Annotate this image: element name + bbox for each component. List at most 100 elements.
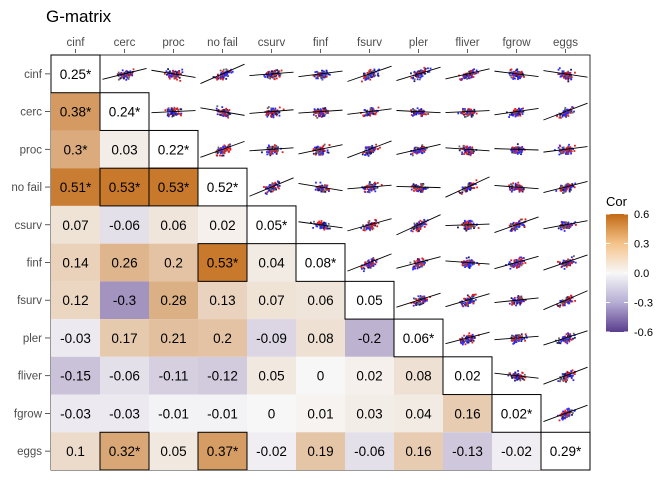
scatter-point <box>418 260 421 263</box>
scatter-point <box>511 377 514 379</box>
scatter-point <box>519 336 522 338</box>
scatter-point <box>516 153 519 155</box>
scatter-point <box>562 146 565 149</box>
scatter-point <box>117 73 120 76</box>
scatter-point <box>477 71 480 74</box>
scatter-point <box>274 74 277 77</box>
heatmap-cell <box>296 243 345 282</box>
scatter-point <box>513 261 516 264</box>
scatter-point <box>221 152 224 154</box>
scatter-point <box>372 108 375 111</box>
scatter-point <box>275 144 278 147</box>
fit-line <box>494 184 539 190</box>
scatter-point <box>166 114 169 117</box>
scatter-point <box>413 224 416 227</box>
scatter-point <box>413 265 416 268</box>
scatter-point <box>559 149 562 152</box>
scatter-point <box>267 71 270 73</box>
scatter-point <box>562 301 564 303</box>
scatter-point <box>177 75 180 78</box>
scatter-point <box>508 302 511 305</box>
scatter-point <box>366 264 369 267</box>
scatter-point <box>220 147 223 150</box>
heatmap-cell <box>394 319 443 357</box>
heatmap-cell <box>247 319 296 357</box>
scatter-point <box>563 267 566 270</box>
cell-value: 0.05 <box>160 444 186 459</box>
heatmap-cell <box>247 281 296 320</box>
fit-line <box>494 216 539 234</box>
scatter-point <box>371 226 373 229</box>
cell-value: 0.53* <box>158 180 190 195</box>
scatter-point <box>268 150 271 153</box>
column-label: cinf <box>67 37 86 49</box>
scatter-point <box>275 152 278 155</box>
scatter-point <box>126 71 129 73</box>
cell-value: 0.02* <box>501 406 533 421</box>
scatter-point <box>368 225 371 228</box>
scatter-point <box>371 145 374 148</box>
scatter-point <box>468 297 471 300</box>
scatter-point <box>316 187 319 190</box>
scatter-point <box>573 186 576 189</box>
scatter-point <box>362 270 365 273</box>
scatter-point <box>420 189 423 192</box>
scatter-point <box>571 374 573 377</box>
scatter-point <box>521 190 524 193</box>
scatter-point <box>519 71 522 74</box>
scatter-point <box>463 224 466 227</box>
scatter-point <box>512 78 515 80</box>
scatter-point <box>514 182 517 185</box>
fit-line <box>543 404 588 423</box>
scatter-point <box>471 113 474 116</box>
scatter-point <box>565 413 568 415</box>
scatter-point <box>565 71 568 74</box>
heatmap-cell <box>443 432 492 470</box>
cell-value: -0.15 <box>60 369 91 384</box>
scatter-point <box>467 109 470 112</box>
scatter-point <box>369 146 372 148</box>
scatter-panel <box>445 68 490 81</box>
scatter-point <box>511 265 514 268</box>
scatter-point <box>519 218 522 221</box>
scatter-point <box>513 260 516 263</box>
scatter-point <box>469 262 472 265</box>
scatter-point <box>268 152 271 155</box>
scatter-point <box>517 73 520 76</box>
scatter-point <box>565 265 568 268</box>
scatter-point <box>372 185 375 187</box>
scatter-point <box>569 225 572 228</box>
cell-value: 0.28 <box>160 293 186 308</box>
scatter-point <box>467 300 470 303</box>
scatter-point <box>313 108 316 111</box>
scatter-point <box>513 259 516 262</box>
scatter-panel <box>396 107 441 118</box>
heatmap-cell <box>51 168 100 206</box>
scatter-point <box>266 75 269 78</box>
scatter-point <box>371 107 374 110</box>
scatter-point <box>274 107 277 110</box>
scatter-panel <box>543 290 588 311</box>
scatter-point <box>421 261 424 264</box>
scatter-point <box>522 300 525 302</box>
scatter-point <box>379 146 381 149</box>
scatter-point <box>368 112 370 115</box>
scatter-point <box>415 152 418 155</box>
cell-value: 0.05 <box>356 293 382 308</box>
cell-value: 0.26 <box>111 256 137 271</box>
scatter-point <box>424 69 426 71</box>
scatter-point <box>466 147 468 150</box>
scatter-point <box>362 229 365 231</box>
scatter-point <box>466 115 469 117</box>
scatter-point <box>314 153 317 156</box>
fit-line <box>494 70 539 78</box>
scatter-point <box>471 146 474 149</box>
scatter-point <box>268 189 271 191</box>
scatter-point <box>276 180 279 183</box>
scatter-point <box>366 227 368 230</box>
scatter-point <box>570 370 573 373</box>
scatter-point <box>565 147 568 150</box>
scatter-point <box>468 70 471 73</box>
scatter-point <box>129 70 132 73</box>
scatter-point <box>174 113 177 116</box>
